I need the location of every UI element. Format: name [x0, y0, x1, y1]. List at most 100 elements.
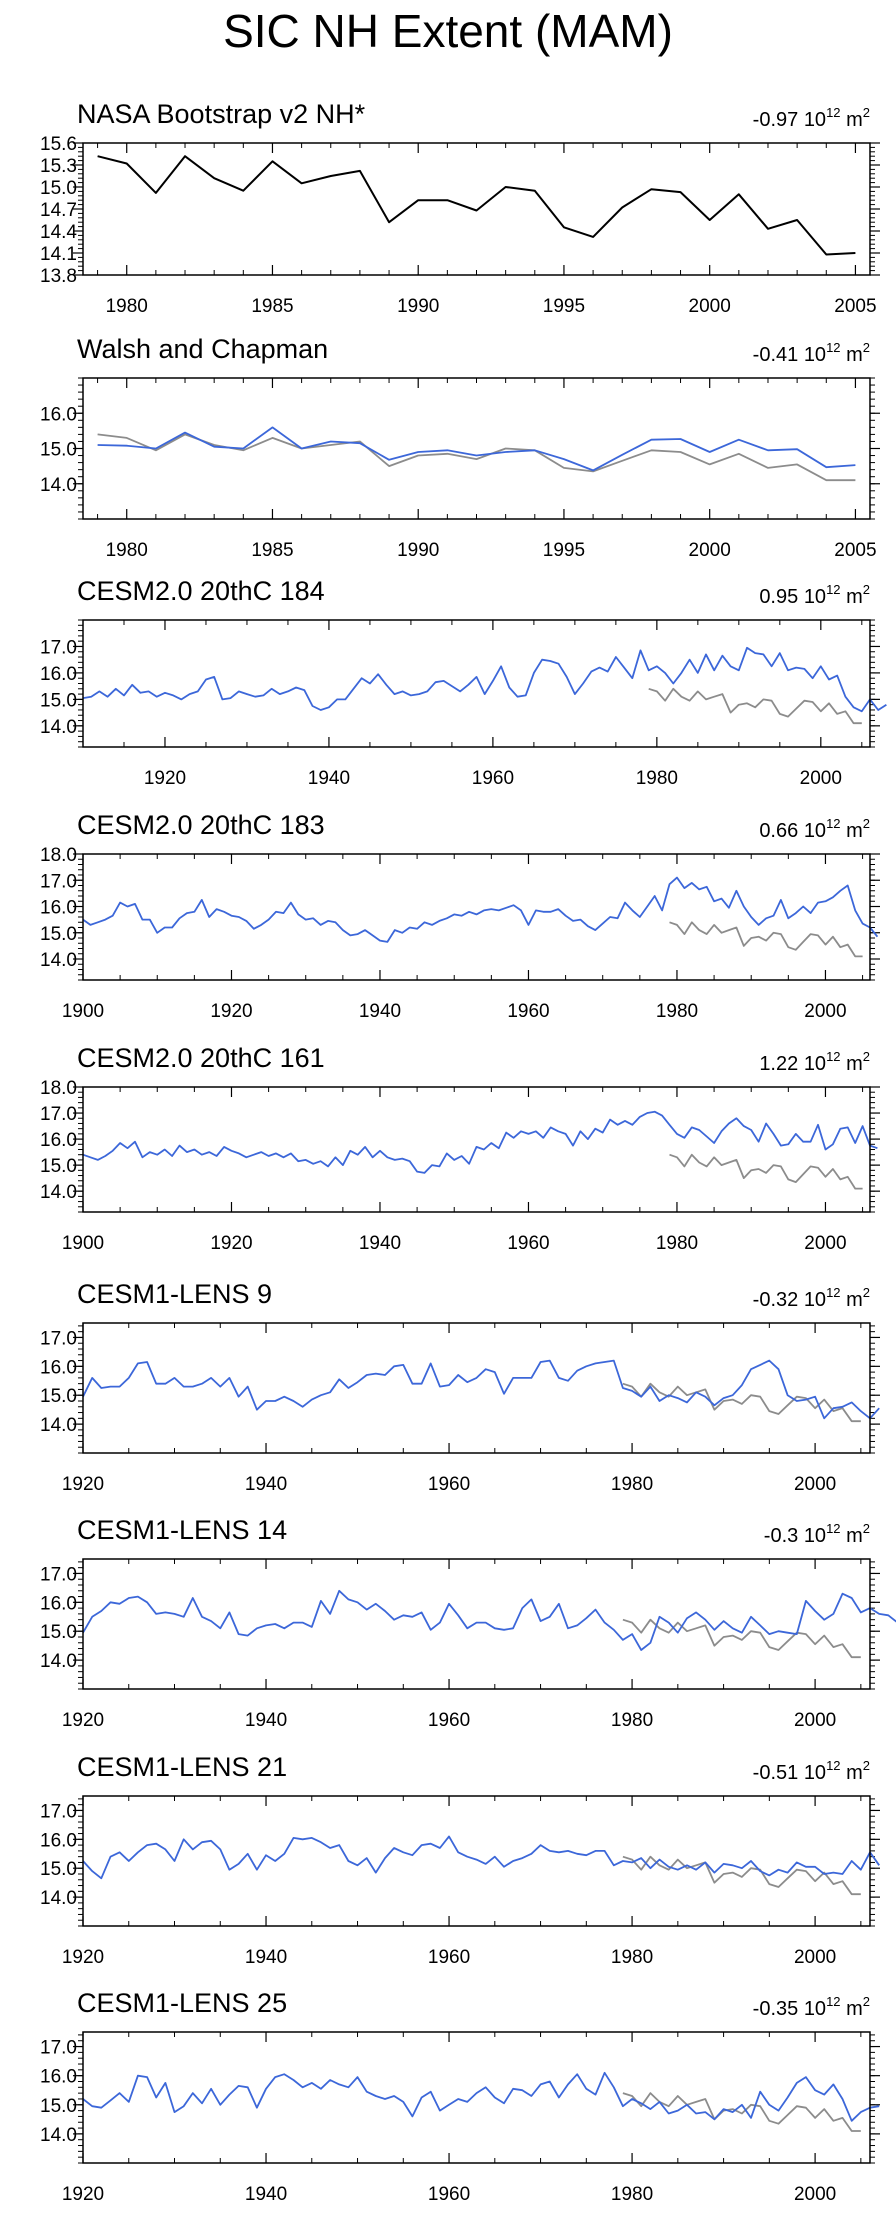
panel-title: CESM2.0 20thC 161	[77, 1043, 325, 1073]
y-tick-label: 16.0	[40, 1593, 77, 1614]
trend-unit-base: 10	[804, 1998, 826, 2020]
x-tick-label: 1900	[62, 1001, 104, 1022]
y-tick-label: 15.0	[40, 1156, 77, 1177]
y-tick-label: 16.0	[40, 2067, 77, 2088]
series-line-2	[82, 646, 887, 713]
y-tick-label: 17.0	[40, 1104, 77, 1125]
trend-value: 0.66	[759, 820, 798, 842]
trend-label: -0.51 1012 m2	[753, 1758, 870, 1784]
y-tick-label: 14.4	[40, 222, 77, 243]
y-tick-label: 14.1	[40, 244, 77, 265]
trend-unit-exp: 12	[826, 816, 840, 831]
panel-title: CESM2.0 20thC 183	[77, 810, 325, 840]
series-line-1	[669, 921, 863, 958]
trend-unit-tail-exp: 2	[863, 1285, 870, 1300]
plot-frame	[82, 2031, 871, 2164]
x-tick-label: 1940	[245, 1474, 287, 1495]
trend-unit-tail: m	[846, 1998, 863, 2020]
panel-title: NASA Bootstrap v2 NH*	[77, 99, 366, 129]
x-tick-label: 1960	[428, 2184, 470, 2205]
trend-unit-base: 10	[804, 586, 826, 608]
chart-panel-4: CESM2.0 20thC 183 0.66 1012 m2 1900 1920 194…	[40, 810, 880, 1022]
y-tick-label: 15.0	[40, 178, 77, 199]
x-tick-label: 1920	[62, 1710, 104, 1731]
x-tick-label: 1940	[245, 1947, 287, 1968]
plot-frame	[82, 619, 871, 748]
y-tick-label: 13.8	[40, 266, 77, 287]
trend-label: -0.3 1012 m2	[764, 1521, 870, 1547]
y-tick-label: 15.0	[40, 1386, 77, 1407]
y-tick-label: 14.0	[40, 1888, 77, 1909]
x-tick-label: 1960	[428, 1947, 470, 1968]
trend-value: 0.95	[759, 586, 798, 608]
trend-value: -0.3	[764, 1525, 798, 1547]
trend-unit-tail: m	[846, 820, 863, 842]
series-line-1	[622, 2092, 861, 2132]
x-tick-label: 2000	[689, 296, 731, 317]
x-tick-label: 1940	[359, 1233, 401, 1254]
trend-unit-tail-exp: 2	[863, 816, 870, 831]
y-tick-label: 16.0	[40, 898, 77, 919]
plot-frame	[82, 1558, 871, 1690]
trend-unit-tail: m	[846, 1289, 863, 1311]
panel-title: CESM1-LENS 25	[77, 1988, 287, 2018]
trend-value: -0.51	[753, 1762, 799, 1784]
x-tick-label: 1980	[106, 540, 148, 561]
x-tick-label: 1990	[397, 296, 439, 317]
trend-unit-tail-exp: 2	[863, 105, 870, 120]
y-tick-label: 14.0	[40, 2125, 77, 2146]
y-tick-label: 15.6	[40, 134, 77, 155]
trend-unit-exp: 12	[826, 1994, 840, 2009]
trend-unit-tail: m	[846, 344, 863, 366]
y-tick-label: 15.0	[40, 440, 77, 461]
y-tick-label: 17.0	[40, 1801, 77, 1822]
trend-unit-tail-exp: 2	[863, 340, 870, 355]
x-tick-label: 2000	[804, 1233, 846, 1254]
trend-label: -0.35 1012 m2	[753, 1994, 870, 2020]
panel-title: CESM1-LENS 9	[77, 1279, 272, 1309]
trend-label: -0.41 1012 m2	[753, 340, 870, 366]
series-line-2	[82, 1359, 880, 1420]
x-tick-label: 1940	[245, 2184, 287, 2205]
panel-title: CESM2.0 20thC 184	[77, 576, 325, 606]
x-tick-label: 1980	[611, 2184, 653, 2205]
trend-unit-base: 10	[804, 1525, 826, 1547]
x-tick-label: 1980	[611, 1710, 653, 1731]
y-tick-label: 14.0	[40, 1415, 77, 1436]
trend-unit-tail-exp: 2	[863, 1994, 870, 2009]
x-tick-label: 1980	[636, 768, 678, 789]
trend-unit-base: 10	[804, 1289, 826, 1311]
y-tick-label: 17.0	[40, 871, 77, 892]
y-tick-label: 14.0	[40, 475, 77, 496]
trend-label: -0.32 1012 m2	[753, 1285, 870, 1311]
x-tick-label: 1920	[144, 768, 186, 789]
x-tick-label: 2000	[794, 1947, 836, 1968]
y-tick-label: 17.0	[40, 2038, 77, 2059]
plot-frame	[82, 1322, 871, 1454]
x-tick-label: 1920	[210, 1001, 252, 1022]
trend-label: 1.22 1012 m2	[759, 1049, 870, 1075]
chart-panel-3: CESM2.0 20thC 184 0.95 1012 m2 1920 1940 196…	[40, 576, 887, 789]
y-tick-label: 15.0	[40, 690, 77, 711]
trend-unit-exp: 12	[826, 1521, 840, 1536]
x-tick-label: 1980	[611, 1947, 653, 1968]
trend-value: -0.97	[753, 109, 799, 131]
trend-value: 1.22	[759, 1053, 798, 1075]
y-tick-label: 18.0	[40, 845, 77, 866]
trend-unit-tail-exp: 2	[863, 1758, 870, 1773]
x-tick-label: 1920	[62, 1947, 104, 1968]
trend-label: 0.66 1012 m2	[759, 816, 870, 842]
trend-unit-exp: 12	[826, 1758, 840, 1773]
x-tick-label: 1960	[507, 1001, 549, 1022]
figure-title: SIC NH Extent (MAM)	[223, 5, 673, 57]
chart-panel-7: CESM1-LENS 14 -0.3 1012 m2 1920 1940 1960 198…	[40, 1515, 896, 1731]
plot-frame	[82, 377, 871, 520]
x-tick-label: 1995	[543, 296, 585, 317]
trend-unit-base: 10	[804, 1053, 826, 1075]
plot-frame	[82, 1795, 871, 1927]
y-tick-label: 14.0	[40, 717, 77, 738]
trend-value: -0.35	[753, 1998, 799, 2020]
x-tick-label: 1940	[245, 1710, 287, 1731]
y-tick-label: 16.0	[40, 664, 77, 685]
